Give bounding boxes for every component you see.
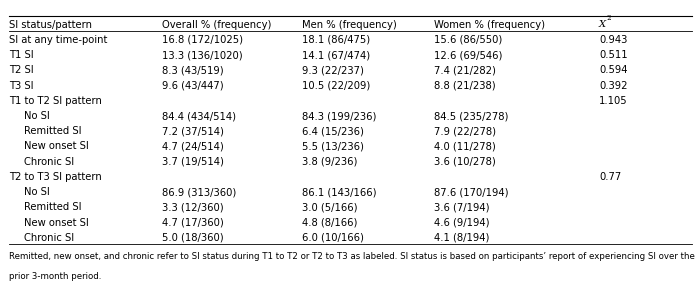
Text: 84.5 (235/278): 84.5 (235/278): [434, 111, 509, 121]
Text: 6.0 (10/166): 6.0 (10/166): [302, 233, 364, 243]
Text: 4.8 (8/166): 4.8 (8/166): [302, 218, 358, 228]
Text: 0.77: 0.77: [599, 172, 621, 182]
Text: T3 SI: T3 SI: [9, 81, 33, 91]
Text: Overall % (frequency): Overall % (frequency): [162, 20, 271, 30]
Text: 5.0 (18/360): 5.0 (18/360): [162, 233, 224, 243]
Text: Remitted, new onset, and chronic refer to SI status during T1 to T2 or T2 to T3 : Remitted, new onset, and chronic refer t…: [9, 252, 695, 261]
Text: T2 SI: T2 SI: [9, 65, 33, 75]
Text: T1 to T2 SI pattern: T1 to T2 SI pattern: [9, 96, 102, 106]
Text: 18.1 (86/475): 18.1 (86/475): [302, 35, 370, 45]
Text: 3.0 (5/166): 3.0 (5/166): [302, 202, 358, 212]
Text: 6.4 (15/236): 6.4 (15/236): [302, 126, 364, 136]
Text: 1.105: 1.105: [599, 96, 628, 106]
Text: 0.594: 0.594: [599, 65, 628, 75]
Text: Chronic SI: Chronic SI: [24, 157, 74, 167]
Text: 8.3 (43/519): 8.3 (43/519): [162, 65, 224, 75]
Text: 84.3 (199/236): 84.3 (199/236): [302, 111, 377, 121]
Text: No SI: No SI: [24, 111, 50, 121]
Text: 15.6 (86/550): 15.6 (86/550): [434, 35, 502, 45]
Text: prior 3-month period.: prior 3-month period.: [9, 272, 101, 281]
Text: Remitted SI: Remitted SI: [24, 126, 82, 136]
Text: 3.6 (10/278): 3.6 (10/278): [434, 157, 496, 167]
Text: No SI: No SI: [24, 187, 50, 197]
Text: 9.6 (43/447): 9.6 (43/447): [162, 81, 224, 91]
Text: 14.1 (67/474): 14.1 (67/474): [302, 50, 370, 60]
Text: 5.5 (13/236): 5.5 (13/236): [302, 142, 364, 151]
Text: 87.6 (170/194): 87.6 (170/194): [434, 187, 509, 197]
Text: 4.7 (17/360): 4.7 (17/360): [162, 218, 224, 228]
Text: T1 SI: T1 SI: [9, 50, 33, 60]
Text: T2 to T3 SI pattern: T2 to T3 SI pattern: [9, 172, 101, 182]
Text: SI status/pattern: SI status/pattern: [9, 20, 92, 30]
Text: 84.4 (434/514): 84.4 (434/514): [162, 111, 236, 121]
Text: 3.7 (19/514): 3.7 (19/514): [162, 157, 224, 167]
Text: 7.2 (37/514): 7.2 (37/514): [162, 126, 224, 136]
Text: X: X: [599, 20, 606, 29]
Text: 3.3 (12/360): 3.3 (12/360): [162, 202, 224, 212]
Text: Remitted SI: Remitted SI: [24, 202, 82, 212]
Text: 12.6 (69/546): 12.6 (69/546): [434, 50, 502, 60]
Text: 86.9 (313/360): 86.9 (313/360): [162, 187, 236, 197]
Text: 4.1 (8/194): 4.1 (8/194): [434, 233, 490, 243]
Text: 4.6 (9/194): 4.6 (9/194): [434, 218, 490, 228]
Text: 0.943: 0.943: [599, 35, 628, 45]
Text: 4.0 (11/278): 4.0 (11/278): [434, 142, 496, 151]
Text: 7.4 (21/282): 7.4 (21/282): [434, 65, 496, 75]
Text: 0.511: 0.511: [599, 50, 628, 60]
Text: Women % (frequency): Women % (frequency): [434, 20, 546, 30]
Text: 3.6 (7/194): 3.6 (7/194): [434, 202, 490, 212]
Text: 10.5 (22/209): 10.5 (22/209): [302, 81, 370, 91]
Text: 2: 2: [607, 14, 612, 23]
Text: 4.7 (24/514): 4.7 (24/514): [162, 142, 224, 151]
Text: 0.392: 0.392: [599, 81, 628, 91]
Text: 8.8 (21/238): 8.8 (21/238): [434, 81, 496, 91]
Text: 86.1 (143/166): 86.1 (143/166): [302, 187, 377, 197]
Text: 9.3 (22/237): 9.3 (22/237): [302, 65, 364, 75]
Text: Chronic SI: Chronic SI: [24, 233, 74, 243]
Text: Men % (frequency): Men % (frequency): [302, 20, 397, 30]
Text: SI at any time-point: SI at any time-point: [9, 35, 108, 45]
Text: 7.9 (22/278): 7.9 (22/278): [434, 126, 496, 136]
Text: New onset SI: New onset SI: [24, 218, 89, 228]
Text: 16.8 (172/1025): 16.8 (172/1025): [162, 35, 243, 45]
Text: New onset SI: New onset SI: [24, 142, 89, 151]
Text: 13.3 (136/1020): 13.3 (136/1020): [162, 50, 243, 60]
Text: 3.8 (9/236): 3.8 (9/236): [302, 157, 358, 167]
